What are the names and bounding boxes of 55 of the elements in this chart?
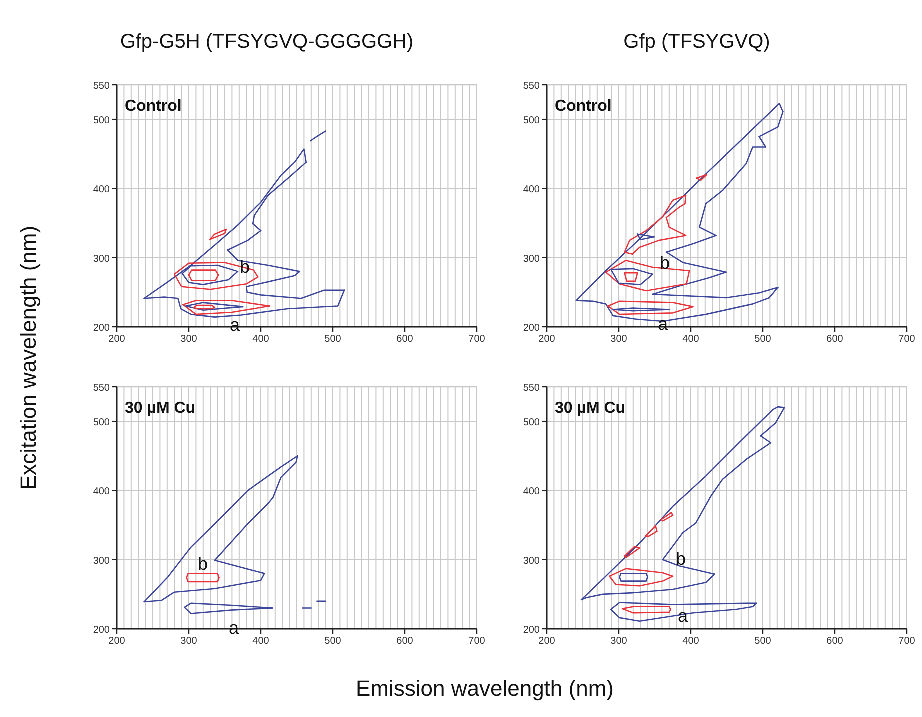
y-tick-label: 400 (93, 184, 110, 196)
x-tick-label: 400 (682, 636, 700, 647)
y-tick-label: 300 (523, 556, 540, 567)
x-tick-label: 600 (396, 636, 414, 647)
annotation: 30 µM Cu (555, 400, 626, 417)
annotation: Control (555, 98, 612, 115)
y-tick-label: 500 (523, 116, 540, 127)
x-tick-label: 200 (108, 334, 126, 345)
y-tick-label: 200 (523, 323, 540, 334)
y-tick-label: 500 (93, 116, 110, 127)
y-axis-title: Excitation wavelength (nm) (16, 226, 41, 490)
x-tick-label: 400 (252, 334, 270, 345)
annotation: b (660, 252, 670, 273)
y-tick-label: 200 (93, 323, 110, 334)
x-tick-label: 300 (610, 636, 628, 647)
x-tick-label: 200 (108, 636, 126, 647)
y-tick-label: 200 (93, 625, 110, 636)
y-tick-label: 550 (93, 81, 110, 92)
y-tick-label: 550 (523, 383, 540, 394)
y-tick-label: 400 (523, 184, 540, 196)
x-tick-label: 500 (324, 334, 342, 345)
x-tick-label: 600 (826, 636, 844, 647)
x-tick-label: 500 (754, 334, 772, 345)
y-tick-label: 300 (523, 254, 540, 265)
x-tick-label: 300 (180, 636, 198, 647)
x-tick-label: 700 (468, 334, 486, 345)
annotation: b (676, 548, 686, 569)
y-tick-label: 400 (523, 486, 540, 498)
x-tick-label: 600 (396, 334, 414, 345)
y-tick-label: 400 (93, 486, 110, 498)
y-tick-label: 550 (523, 81, 540, 92)
x-axis-title: Emission wavelength (nm) (356, 676, 614, 701)
x-tick-label: 200 (538, 334, 556, 345)
chart-title: Gfp-G5H (TFSYGVQ-GGGGGH) (120, 31, 414, 53)
x-tick-label: 600 (826, 334, 844, 345)
x-tick-label: 200 (538, 636, 556, 647)
x-tick-label: 400 (682, 334, 700, 345)
y-tick-label: 200 (523, 625, 540, 636)
x-tick-label: 400 (252, 636, 270, 647)
y-tick-label: 300 (93, 556, 110, 567)
x-tick-label: 500 (754, 636, 772, 647)
y-tick-label: 300 (93, 254, 110, 265)
x-tick-label: 700 (898, 334, 916, 345)
x-tick-label: 300 (610, 334, 628, 345)
y-tick-label: 550 (93, 383, 110, 394)
x-tick-label: 300 (180, 334, 198, 345)
x-tick-label: 700 (468, 636, 486, 647)
annotation: 30 µM Cu (125, 400, 196, 417)
x-tick-label: 700 (898, 636, 916, 647)
y-tick-label: 500 (523, 418, 540, 429)
chart-title: Gfp (TFSYGVQ) (624, 31, 770, 53)
x-tick-label: 500 (324, 636, 342, 647)
annotation: Control (125, 98, 182, 115)
y-tick-label: 500 (93, 418, 110, 429)
annotation: b (198, 554, 208, 574)
